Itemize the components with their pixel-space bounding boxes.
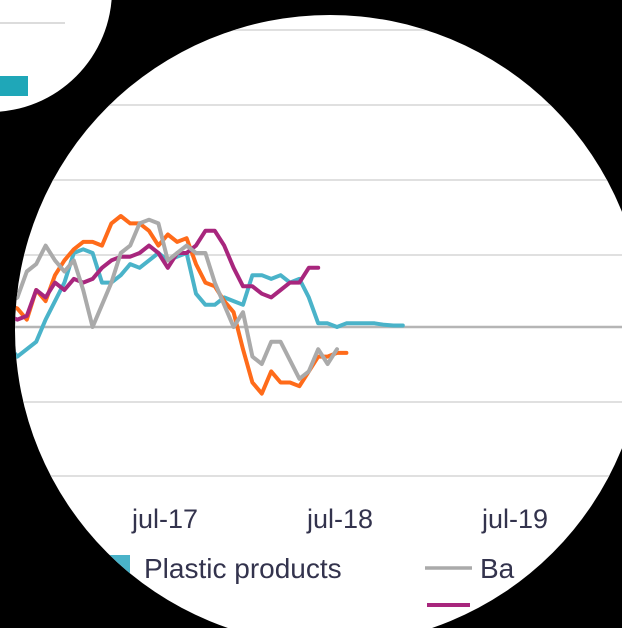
lens-fragment-top-left [0, 0, 112, 112]
series-line-2 [15, 228, 321, 322]
series-line-1 [15, 214, 349, 396]
x-tick-labels: jul-17 jul-18 jul-19 [131, 504, 548, 534]
legend-label: Plastic products [144, 553, 342, 584]
legend-label: Ba [480, 553, 515, 584]
series-layer [15, 214, 405, 396]
x-tick-label: jul-19 [481, 504, 548, 534]
x-tick-label: jul-17 [131, 504, 198, 534]
series-line-0 [15, 247, 405, 359]
series-line-3 [15, 217, 339, 381]
legend-swatch [108, 555, 130, 577]
x-tick-label: jul-18 [306, 504, 373, 534]
